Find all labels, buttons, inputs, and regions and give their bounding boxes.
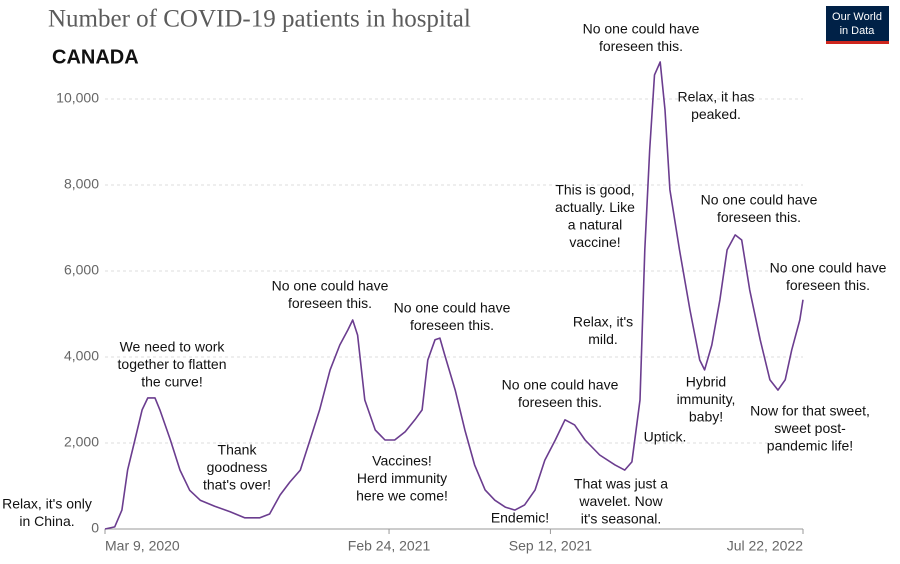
annotation: the curve! (141, 374, 202, 390)
y-tick-label: 2,000 (64, 434, 99, 450)
annotation: No one could have (701, 192, 818, 208)
annotation: No one could have (583, 21, 700, 37)
data-line (104, 61, 804, 530)
annotation: Hybrid (686, 374, 726, 390)
annotation: goodness (207, 459, 268, 475)
annotation: here we come! (356, 488, 448, 504)
logo-box (826, 6, 889, 44)
annotation: That was just a (574, 476, 668, 492)
annotation: mild. (588, 331, 618, 347)
y-tick-label: 10,000 (56, 90, 99, 106)
x-tick-label: Jul 22, 2022 (727, 538, 803, 554)
chart-title: Number of COVID-19 patients in hospital (48, 6, 471, 33)
annotation: foreseen this. (410, 317, 494, 333)
annotation: foreseen this. (288, 295, 372, 311)
y-tick-label: 6,000 (64, 262, 99, 278)
annotation: Now for that sweet, (750, 403, 870, 419)
annotation: No one could have (394, 300, 511, 316)
annotation: Relax, it's only (2, 496, 92, 512)
annotation: Endemic! (491, 510, 549, 526)
annotation: foreseen this. (786, 277, 870, 293)
logo-text: in Data (840, 25, 876, 37)
annotation: immunity, (677, 391, 736, 407)
annotation: Relax, it's (573, 314, 633, 330)
annotation: actually. Like (555, 199, 635, 215)
annotation: sweet post- (774, 420, 846, 436)
annotation: it's seasonal. (581, 511, 662, 527)
y-tick-label: 8,000 (64, 176, 99, 192)
annotation: Relax, it has (677, 89, 754, 105)
annotation: Thank (218, 442, 258, 458)
annotation: foreseen this. (717, 209, 801, 225)
annotation: No one could have (272, 278, 389, 294)
annotation: that's over! (203, 477, 271, 493)
x-tick-label: Mar 9, 2020 (105, 538, 180, 554)
annotation: Herd immunity (357, 470, 447, 486)
y-tick-label: 0 (91, 520, 99, 536)
annotation: We need to work (120, 339, 226, 355)
annotation: peaked. (691, 106, 741, 122)
annotation: vaccine! (569, 234, 620, 250)
annotation: a natural (568, 217, 622, 233)
logo-stripe (826, 41, 889, 44)
annotation: baby! (689, 409, 723, 425)
y-tick-label: 4,000 (64, 348, 99, 364)
annotation: together to flatten (118, 356, 227, 372)
annotation: wavelet. Now (578, 493, 663, 509)
annotation: No one could have (502, 377, 619, 393)
annotation: foreseen this. (518, 394, 602, 410)
annotation: This is good, (555, 182, 634, 198)
annotation: foreseen this. (599, 38, 683, 54)
x-tick-label: Sep 12, 2021 (509, 538, 593, 554)
annotation: Uptick. (644, 429, 687, 445)
annotation: pandemic life! (767, 438, 853, 454)
chart-subtitle: CANADA (52, 46, 139, 68)
logo-text: Our World (832, 11, 882, 23)
annotation: Vaccines! (372, 453, 432, 469)
x-tick-label: Feb 24, 2021 (348, 538, 431, 554)
annotation: in China. (19, 513, 74, 529)
annotation: No one could have (770, 260, 887, 276)
